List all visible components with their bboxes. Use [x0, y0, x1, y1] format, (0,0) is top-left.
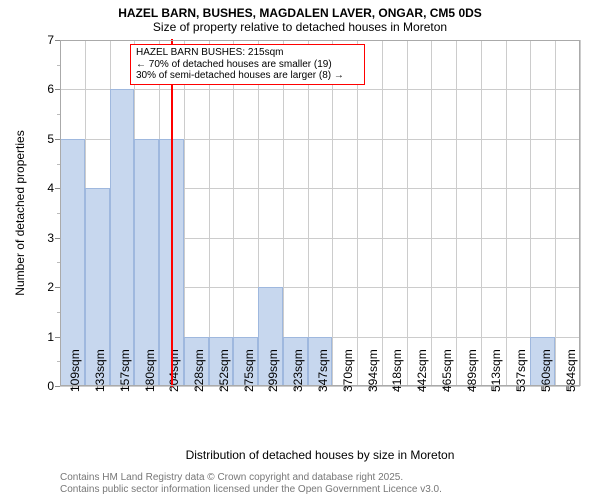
- attribution-footer: Contains HM Land Registry data © Crown c…: [60, 472, 442, 496]
- grid-line-v: [332, 40, 333, 386]
- grid-line-v: [283, 40, 284, 386]
- y-tick-label: 4: [47, 181, 60, 195]
- grid-line-v: [357, 40, 358, 386]
- x-tick-label: 347sqm: [316, 349, 330, 392]
- grid-line-v: [481, 40, 482, 386]
- x-tick-label: 228sqm: [192, 349, 206, 392]
- grid-line-v: [308, 40, 309, 386]
- y-tick-label: 0: [47, 379, 60, 393]
- y-tick-label: 5: [47, 132, 60, 146]
- chart-root: HAZEL BARN, BUSHES, MAGDALEN LAVER, ONGA…: [0, 0, 600, 500]
- grid-line-v: [456, 40, 457, 386]
- x-tick-label: 275sqm: [242, 349, 256, 392]
- chart-title-line1: HAZEL BARN, BUSHES, MAGDALEN LAVER, ONGA…: [0, 6, 600, 20]
- x-tick-label: 252sqm: [217, 349, 231, 392]
- x-tick-label: 370sqm: [341, 349, 355, 392]
- grid-line-h: [60, 89, 580, 90]
- y-tick-label: 7: [47, 33, 60, 47]
- grid-line-v: [209, 40, 210, 386]
- x-tick-label: 133sqm: [93, 349, 107, 392]
- grid-line-v: [580, 40, 581, 386]
- y-tick-label: 3: [47, 231, 60, 245]
- x-axis-label: Distribution of detached houses by size …: [186, 448, 455, 462]
- chart-title-line2: Size of property relative to detached ho…: [0, 20, 600, 34]
- x-tick-label: 537sqm: [514, 349, 528, 392]
- annotation-line2: ← 70% of detached houses are smaller (19…: [136, 59, 359, 71]
- x-tick-label: 465sqm: [440, 349, 454, 392]
- grid-line-v: [233, 40, 234, 386]
- plot-area: 01234567109sqm133sqm157sqm180sqm204sqm22…: [60, 40, 580, 386]
- footer-line1: Contains HM Land Registry data © Crown c…: [60, 472, 442, 484]
- x-tick-label: 109sqm: [68, 349, 82, 392]
- x-tick-label: 299sqm: [266, 349, 280, 392]
- annotation-line1: HAZEL BARN BUSHES: 215sqm: [136, 47, 359, 59]
- x-tick-label: 204sqm: [167, 349, 181, 392]
- grid-line-h: [60, 40, 580, 41]
- x-tick-label: 418sqm: [390, 349, 404, 392]
- grid-line-v: [555, 40, 556, 386]
- x-tick-label: 180sqm: [143, 349, 157, 392]
- grid-line-v: [431, 40, 432, 386]
- x-tick-label: 157sqm: [118, 349, 132, 392]
- x-tick-label: 442sqm: [415, 349, 429, 392]
- title-block: HAZEL BARN, BUSHES, MAGDALEN LAVER, ONGA…: [0, 0, 600, 35]
- y-tick-label: 1: [47, 330, 60, 344]
- annotation-box: HAZEL BARN BUSHES: 215sqm ← 70% of detac…: [130, 44, 365, 85]
- annotation-line3: 30% of semi-detached houses are larger (…: [136, 70, 359, 82]
- grid-line-v: [382, 40, 383, 386]
- grid-line-v: [506, 40, 507, 386]
- x-tick-label: 394sqm: [366, 349, 380, 392]
- footer-line2: Contains public sector information licen…: [60, 484, 442, 496]
- grid-line-v: [184, 40, 185, 386]
- x-tick-label: 513sqm: [489, 349, 503, 392]
- x-tick-label: 560sqm: [539, 349, 553, 392]
- y-tick-label: 2: [47, 280, 60, 294]
- x-tick-label: 489sqm: [465, 349, 479, 392]
- grid-line-v: [530, 40, 531, 386]
- x-tick-label: 323sqm: [291, 349, 305, 392]
- y-axis-label: Number of detached properties: [13, 130, 27, 295]
- histogram-bar: [110, 89, 135, 386]
- x-tick-label: 584sqm: [564, 349, 578, 392]
- grid-line-v: [407, 40, 408, 386]
- y-tick-label: 6: [47, 82, 60, 96]
- property-marker-line: [171, 39, 173, 387]
